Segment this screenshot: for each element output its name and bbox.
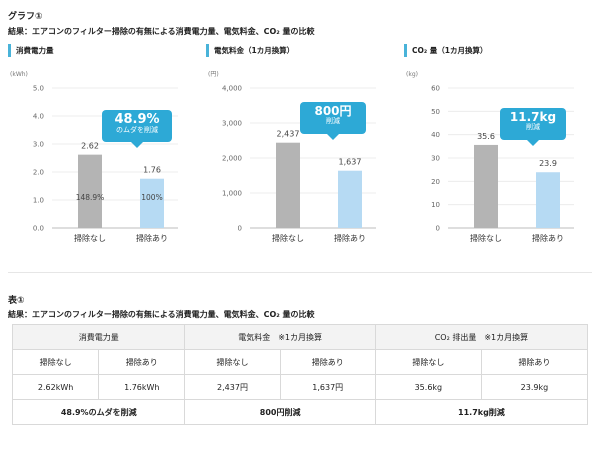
bar-chart: (kg) 0 10 20 30 40 50 60 35.6 掃除なし 23.9 掃除あり — [406, 71, 574, 243]
y-tick-label: 3,000 — [222, 120, 242, 128]
chart-title: 消費電力量 — [8, 44, 54, 57]
y-tick-label: 2,000 — [222, 155, 242, 163]
bar — [140, 178, 164, 228]
value-label: 1.76 — [143, 166, 161, 175]
callout-text: 削減 — [526, 123, 540, 132]
y-tick-label: 0 — [436, 225, 440, 233]
y-tick-label: 2.0 — [33, 169, 44, 177]
x-tick-label: 掃除なし — [74, 233, 106, 243]
comparison-table: 消費電力量 電気料金 ※1カ月換算 CO₂ 排出量 ※1カ月換算 掃除なし 掃除… — [11, 324, 589, 425]
table-cell: 2,437円 — [184, 374, 281, 400]
table-cell: 1,637円 — [279, 374, 376, 400]
table-subheader-row: 掃除なし 掃除あり 掃除なし 掃除あり 掃除なし 掃除あり — [11, 349, 589, 375]
chart-panel-co2: CO₂ 量（1カ月換算） (kg) 0 10 20 30 40 50 60 35.6 掃除なし 23… — [404, 44, 584, 250]
table-subheader: 掃除あり — [279, 349, 376, 375]
y-tick-label: 30 — [431, 155, 440, 163]
bar — [78, 154, 102, 228]
reduction-callout: 48.9% のムダを削減 — [102, 110, 172, 148]
table-summary-cell: 11.7kg削減 — [374, 399, 589, 425]
percent-label: 100% — [141, 193, 162, 202]
y-tick-label: 20 — [431, 178, 440, 186]
table-group-header: CO₂ 排出量 ※1カ月換算 — [374, 324, 589, 350]
callout-text: のムダを削減 — [116, 126, 158, 135]
y-tick-label: 60 — [431, 85, 440, 93]
value-label: 35.6 — [477, 132, 495, 141]
y-tick-label: 0 — [238, 225, 242, 233]
y-tick-label: 5.0 — [33, 85, 44, 93]
value-label: 2.62 — [81, 142, 99, 151]
chart-title: 電気料金（1カ月換算） — [206, 44, 294, 57]
table-value-row: 2.62kWh 1.76kWh 2,437円 1,637円 35.6kg 23.… — [11, 374, 589, 400]
table-group-header: 電気料金 ※1カ月換算 — [184, 324, 376, 350]
y-tick-label: 50 — [431, 108, 440, 116]
table-group-header-row: 消費電力量 電気料金 ※1カ月換算 CO₂ 排出量 ※1カ月換算 — [11, 324, 589, 350]
bar — [338, 170, 362, 228]
y-axis-unit: (kWh) — [10, 71, 28, 78]
table-summary-cell: 48.9%のムダを削減 — [11, 399, 186, 425]
reduction-callout: 11.7kg 削減 — [500, 108, 566, 146]
percent-label: 148.9% — [76, 193, 105, 202]
bar — [276, 142, 300, 228]
chart-panel-power: 消費電力量 (kWh) 0.0 1.0 2.0 3.0 4.0 5.0 2.62 148.9% 掃… — [8, 44, 188, 250]
chart-title: CO₂ 量（1カ月換算） — [404, 44, 488, 57]
reduction-callout: 800円 削減 — [300, 102, 366, 140]
y-tick-label: 1.0 — [33, 197, 44, 205]
value-label: 23.9 — [539, 159, 557, 168]
table-section-subtitle: 結果：エアコンのフィルター掃除の有無による消費電力量、電気料金、CO₂ 量の比較 — [8, 310, 315, 319]
callout-value: 48.9% — [114, 112, 160, 127]
bar — [474, 144, 498, 228]
table-section-label: 表① — [8, 296, 25, 306]
value-label: 2,437 — [277, 130, 300, 139]
x-tick-label: 掃除あり — [334, 233, 366, 243]
table-cell: 23.9kg — [480, 374, 589, 400]
x-tick-label: 掃除なし — [470, 233, 502, 243]
table-summary-row: 48.9%のムダを削減 800円削減 11.7kg削減 — [11, 399, 589, 425]
table-subheader: 掃除あり — [98, 349, 186, 375]
x-tick-label: 掃除なし — [272, 233, 304, 243]
y-tick-label: 4.0 — [33, 113, 44, 121]
graph-section-subtitle: 結果：エアコンのフィルター掃除の有無による消費電力量、電気料金、CO₂ 量の比較 — [8, 27, 315, 36]
callout-text: 削減 — [326, 117, 340, 126]
y-axis-unit: (kg) — [406, 71, 418, 78]
y-axis-unit: (円) — [208, 71, 219, 78]
y-tick-label: 4,000 — [222, 85, 242, 93]
graph-section-label: グラフ① — [8, 12, 43, 22]
chart-panel-cost: 電気料金（1カ月換算） (円) 0 1,000 2,000 3,000 4,000 2,43… — [206, 44, 386, 250]
y-tick-label: 1,000 — [222, 190, 242, 198]
x-tick-label: 掃除あり — [532, 233, 564, 243]
y-tick-label: 3.0 — [33, 141, 44, 149]
y-tick-label: 0.0 — [33, 225, 44, 233]
callout-value: 11.7kg — [509, 110, 557, 124]
table-cell: 2.62kWh — [11, 374, 100, 400]
table-cell: 1.76kWh — [98, 374, 186, 400]
bar — [536, 172, 560, 228]
table-subheader: 掃除なし — [11, 349, 100, 375]
y-tick-label: 40 — [431, 131, 440, 139]
y-tick-label: 10 — [431, 201, 440, 209]
table-subheader: 掃除なし — [184, 349, 281, 375]
bar-chart: (kWh) 0.0 1.0 2.0 3.0 4.0 5.0 2.62 148.9% 掃除なし 1.7… — [10, 71, 178, 243]
bar-chart: (円) 0 1,000 2,000 3,000 4,000 2,437 掃除なし 1,637 掃除… — [208, 71, 376, 243]
table-cell: 35.6kg — [374, 374, 482, 400]
x-tick-label: 掃除あり — [136, 233, 168, 243]
section-divider — [8, 272, 592, 273]
callout-value: 800円 — [314, 104, 352, 118]
value-label: 1,637 — [339, 158, 362, 167]
table-summary-cell: 800円削減 — [184, 399, 376, 425]
table-group-header: 消費電力量 — [11, 324, 186, 350]
table-subheader: 掃除なし — [374, 349, 482, 375]
table-subheader: 掃除あり — [480, 349, 589, 375]
